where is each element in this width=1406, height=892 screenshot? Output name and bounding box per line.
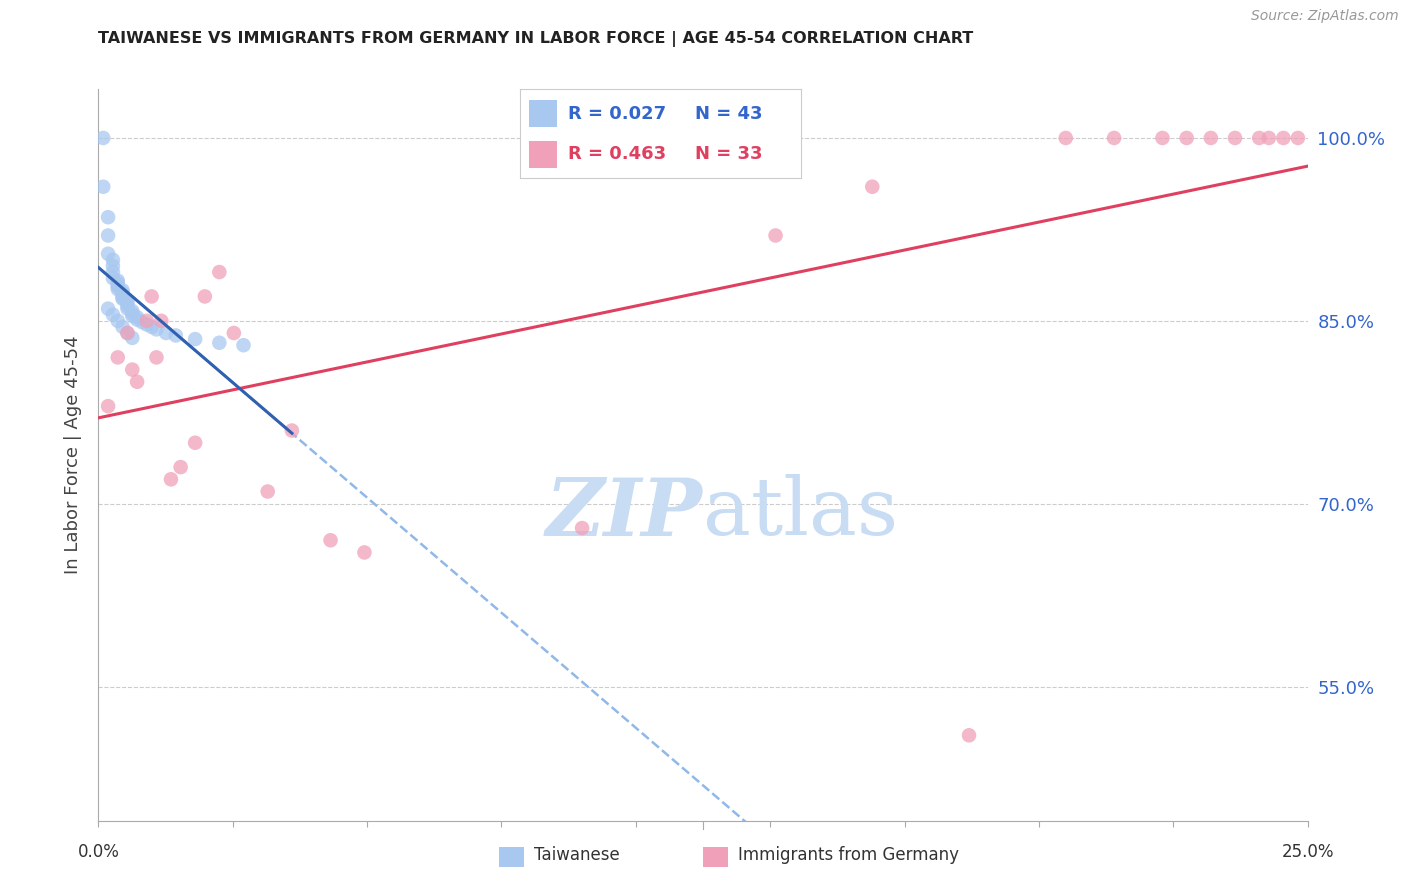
- Text: ZIP: ZIP: [546, 475, 703, 552]
- Point: [121, 331, 143, 345]
- Point: [256, 484, 278, 499]
- Point: [184, 435, 207, 450]
- Point: [117, 299, 139, 313]
- Point: [281, 424, 304, 438]
- Text: R = 0.027: R = 0.027: [568, 105, 666, 123]
- Point: [97, 399, 120, 413]
- Point: [117, 294, 139, 309]
- Point: [127, 310, 149, 325]
- Point: [117, 297, 139, 311]
- Point: [97, 301, 120, 316]
- Point: [1272, 131, 1295, 145]
- Text: Source: ZipAtlas.com: Source: ZipAtlas.com: [1251, 9, 1399, 23]
- Point: [1152, 131, 1174, 145]
- Point: [91, 131, 114, 145]
- Bar: [529, 100, 557, 127]
- Text: R = 0.463: R = 0.463: [568, 145, 666, 163]
- Point: [1223, 131, 1246, 145]
- Point: [117, 326, 139, 340]
- Point: [97, 211, 120, 225]
- Point: [194, 289, 217, 303]
- Point: [101, 271, 124, 285]
- Point: [208, 265, 231, 279]
- Point: [107, 314, 129, 328]
- Point: [135, 318, 157, 332]
- Point: [97, 247, 120, 261]
- Y-axis label: In Labor Force | Age 45-54: In Labor Force | Age 45-54: [65, 335, 83, 574]
- Bar: [529, 141, 557, 168]
- Text: N = 33: N = 33: [695, 145, 762, 163]
- Point: [107, 351, 129, 365]
- Text: 25.0%: 25.0%: [1281, 843, 1334, 861]
- Point: [101, 252, 124, 267]
- Point: [571, 521, 593, 535]
- Point: [107, 282, 129, 296]
- Point: [353, 545, 375, 559]
- Point: [319, 533, 342, 548]
- Point: [1199, 131, 1222, 145]
- Point: [107, 278, 129, 293]
- Point: [184, 332, 207, 346]
- Point: [121, 306, 143, 320]
- Point: [117, 301, 139, 316]
- Point: [111, 284, 134, 298]
- Point: [145, 351, 167, 365]
- Text: 0.0%: 0.0%: [77, 843, 120, 861]
- Point: [111, 291, 134, 305]
- Point: [232, 338, 254, 352]
- Point: [145, 322, 167, 336]
- Point: [107, 279, 129, 293]
- Point: [117, 326, 139, 340]
- Point: [135, 314, 157, 328]
- Point: [121, 309, 143, 323]
- Point: [111, 292, 134, 306]
- Point: [165, 328, 187, 343]
- Text: TAIWANESE VS IMMIGRANTS FROM GERMANY IN LABOR FORCE | AGE 45-54 CORRELATION CHAR: TAIWANESE VS IMMIGRANTS FROM GERMANY IN …: [98, 31, 974, 47]
- Point: [169, 460, 191, 475]
- Point: [131, 315, 153, 329]
- Point: [1249, 131, 1271, 145]
- Point: [1286, 131, 1309, 145]
- Text: Taiwanese: Taiwanese: [534, 846, 620, 863]
- Point: [150, 314, 173, 328]
- Point: [1175, 131, 1198, 145]
- Point: [160, 472, 183, 486]
- Point: [141, 320, 163, 334]
- Point: [860, 179, 883, 194]
- Point: [1257, 131, 1279, 145]
- Point: [111, 288, 134, 302]
- Point: [155, 326, 177, 340]
- Point: [111, 285, 134, 300]
- Point: [101, 265, 124, 279]
- Point: [765, 228, 787, 243]
- Point: [957, 728, 980, 742]
- Point: [127, 312, 149, 326]
- Point: [111, 320, 134, 334]
- Text: atlas: atlas: [703, 475, 898, 552]
- Point: [127, 375, 149, 389]
- Point: [208, 335, 231, 350]
- Point: [91, 179, 114, 194]
- Point: [107, 276, 129, 290]
- Point: [121, 304, 143, 318]
- Text: N = 43: N = 43: [695, 105, 762, 123]
- Point: [101, 308, 124, 322]
- Point: [107, 274, 129, 288]
- Point: [121, 362, 143, 376]
- Point: [101, 259, 124, 273]
- Point: [222, 326, 245, 340]
- Point: [1102, 131, 1125, 145]
- Point: [141, 289, 163, 303]
- Text: Immigrants from Germany: Immigrants from Germany: [738, 846, 959, 863]
- Point: [1054, 131, 1077, 145]
- Point: [97, 228, 120, 243]
